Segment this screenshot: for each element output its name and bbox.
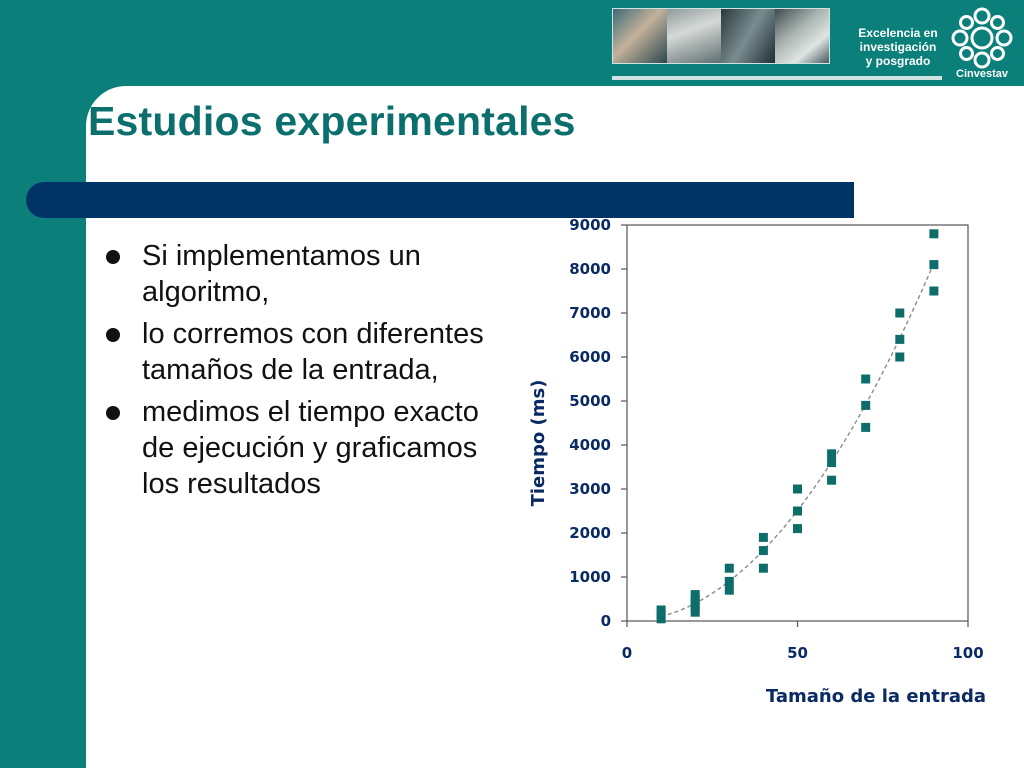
- y-tick-label: 2000: [569, 524, 611, 542]
- data-point: [724, 576, 734, 586]
- slogan-line: Excelencia en: [858, 26, 938, 40]
- bullet-item: lo corremos con diferentes tamaños de la…: [104, 316, 494, 388]
- data-point: [827, 458, 837, 468]
- bullet-list: Si implementamos un algoritmo, lo correm…: [104, 238, 494, 508]
- data-point: [690, 590, 700, 600]
- y-tick-label: 4000: [569, 436, 611, 454]
- logo-text: Cinvestav: [956, 68, 1008, 80]
- data-point: [929, 229, 939, 239]
- lab-photo-3: [721, 9, 775, 63]
- data-point: [895, 308, 905, 318]
- data-point: [724, 585, 734, 595]
- lab-photo-4: [775, 9, 829, 63]
- header-divider-line: [612, 76, 942, 80]
- header-photo-strip: [612, 8, 830, 64]
- x-tick-label: 0: [622, 644, 632, 662]
- data-point: [861, 422, 871, 432]
- bullet-text: lo corremos con diferentes tamaños de la…: [142, 318, 484, 386]
- header-slogan: Excelencia en investigación y posgrado: [846, 26, 950, 68]
- x-tick-label: 100: [952, 644, 983, 662]
- bullet-item: Si implementamos un algoritmo,: [104, 238, 494, 310]
- scatter-chart: 0 1000 2000 3000 4000 5000 6000 7000 8000 9000 0 50…: [528, 216, 986, 707]
- data-point: [861, 400, 871, 410]
- y-tick-label: 0: [601, 612, 611, 630]
- y-tick-label: 3000: [569, 480, 611, 498]
- plot-frame: [626, 224, 969, 622]
- bullet-item: medimos el tiempo exacto de ejecución y …: [104, 394, 494, 502]
- lab-photo-1: [613, 9, 667, 63]
- data-point: [929, 286, 939, 296]
- data-point: [758, 546, 768, 556]
- y-tick-label: 7000: [569, 304, 611, 322]
- bullet-dot-icon: [106, 328, 120, 342]
- y-tick-label: 6000: [569, 348, 611, 366]
- data-point: [793, 484, 802, 494]
- data-point: [793, 524, 802, 534]
- y-tick-label: 1000: [569, 568, 611, 586]
- bullet-dot-icon: [106, 406, 120, 420]
- y-tick-label: 8000: [569, 260, 611, 278]
- data-point: [758, 563, 768, 573]
- bullet-text: Si implementamos un algoritmo,: [142, 240, 421, 308]
- slogan-line: y posgrado: [865, 54, 931, 68]
- data-point: [758, 532, 768, 542]
- data-point: [827, 475, 837, 485]
- y-axis-label: Tiempo (ms): [528, 380, 549, 507]
- y-tick-label: 5000: [569, 392, 611, 410]
- x-axis-label: Tamaño de la entrada: [766, 686, 986, 707]
- y-tick-label: 9000: [569, 216, 611, 234]
- cinvestav-logo-icon: [951, 7, 1013, 69]
- data-point: [895, 352, 905, 362]
- data-point: [724, 563, 734, 573]
- data-point: [656, 605, 666, 615]
- slogan-line: investigación: [859, 40, 937, 54]
- data-point: [929, 260, 939, 270]
- x-tick-label: 50: [787, 644, 808, 662]
- data-point: [793, 506, 802, 516]
- slide-title: Estudios experimentales: [88, 98, 576, 144]
- data-point: [861, 374, 871, 384]
- data-point: [895, 334, 905, 344]
- data-point: [827, 449, 837, 459]
- bullet-dot-icon: [106, 250, 120, 264]
- title-underline-bar: [26, 182, 854, 218]
- lab-photo-2: [667, 9, 721, 63]
- bullet-text: medimos el tiempo exacto de ejecución y …: [142, 396, 479, 500]
- plot-area: 0 1000 2000 3000 4000 5000 6000 7000 8000 9000 0 50…: [528, 216, 986, 707]
